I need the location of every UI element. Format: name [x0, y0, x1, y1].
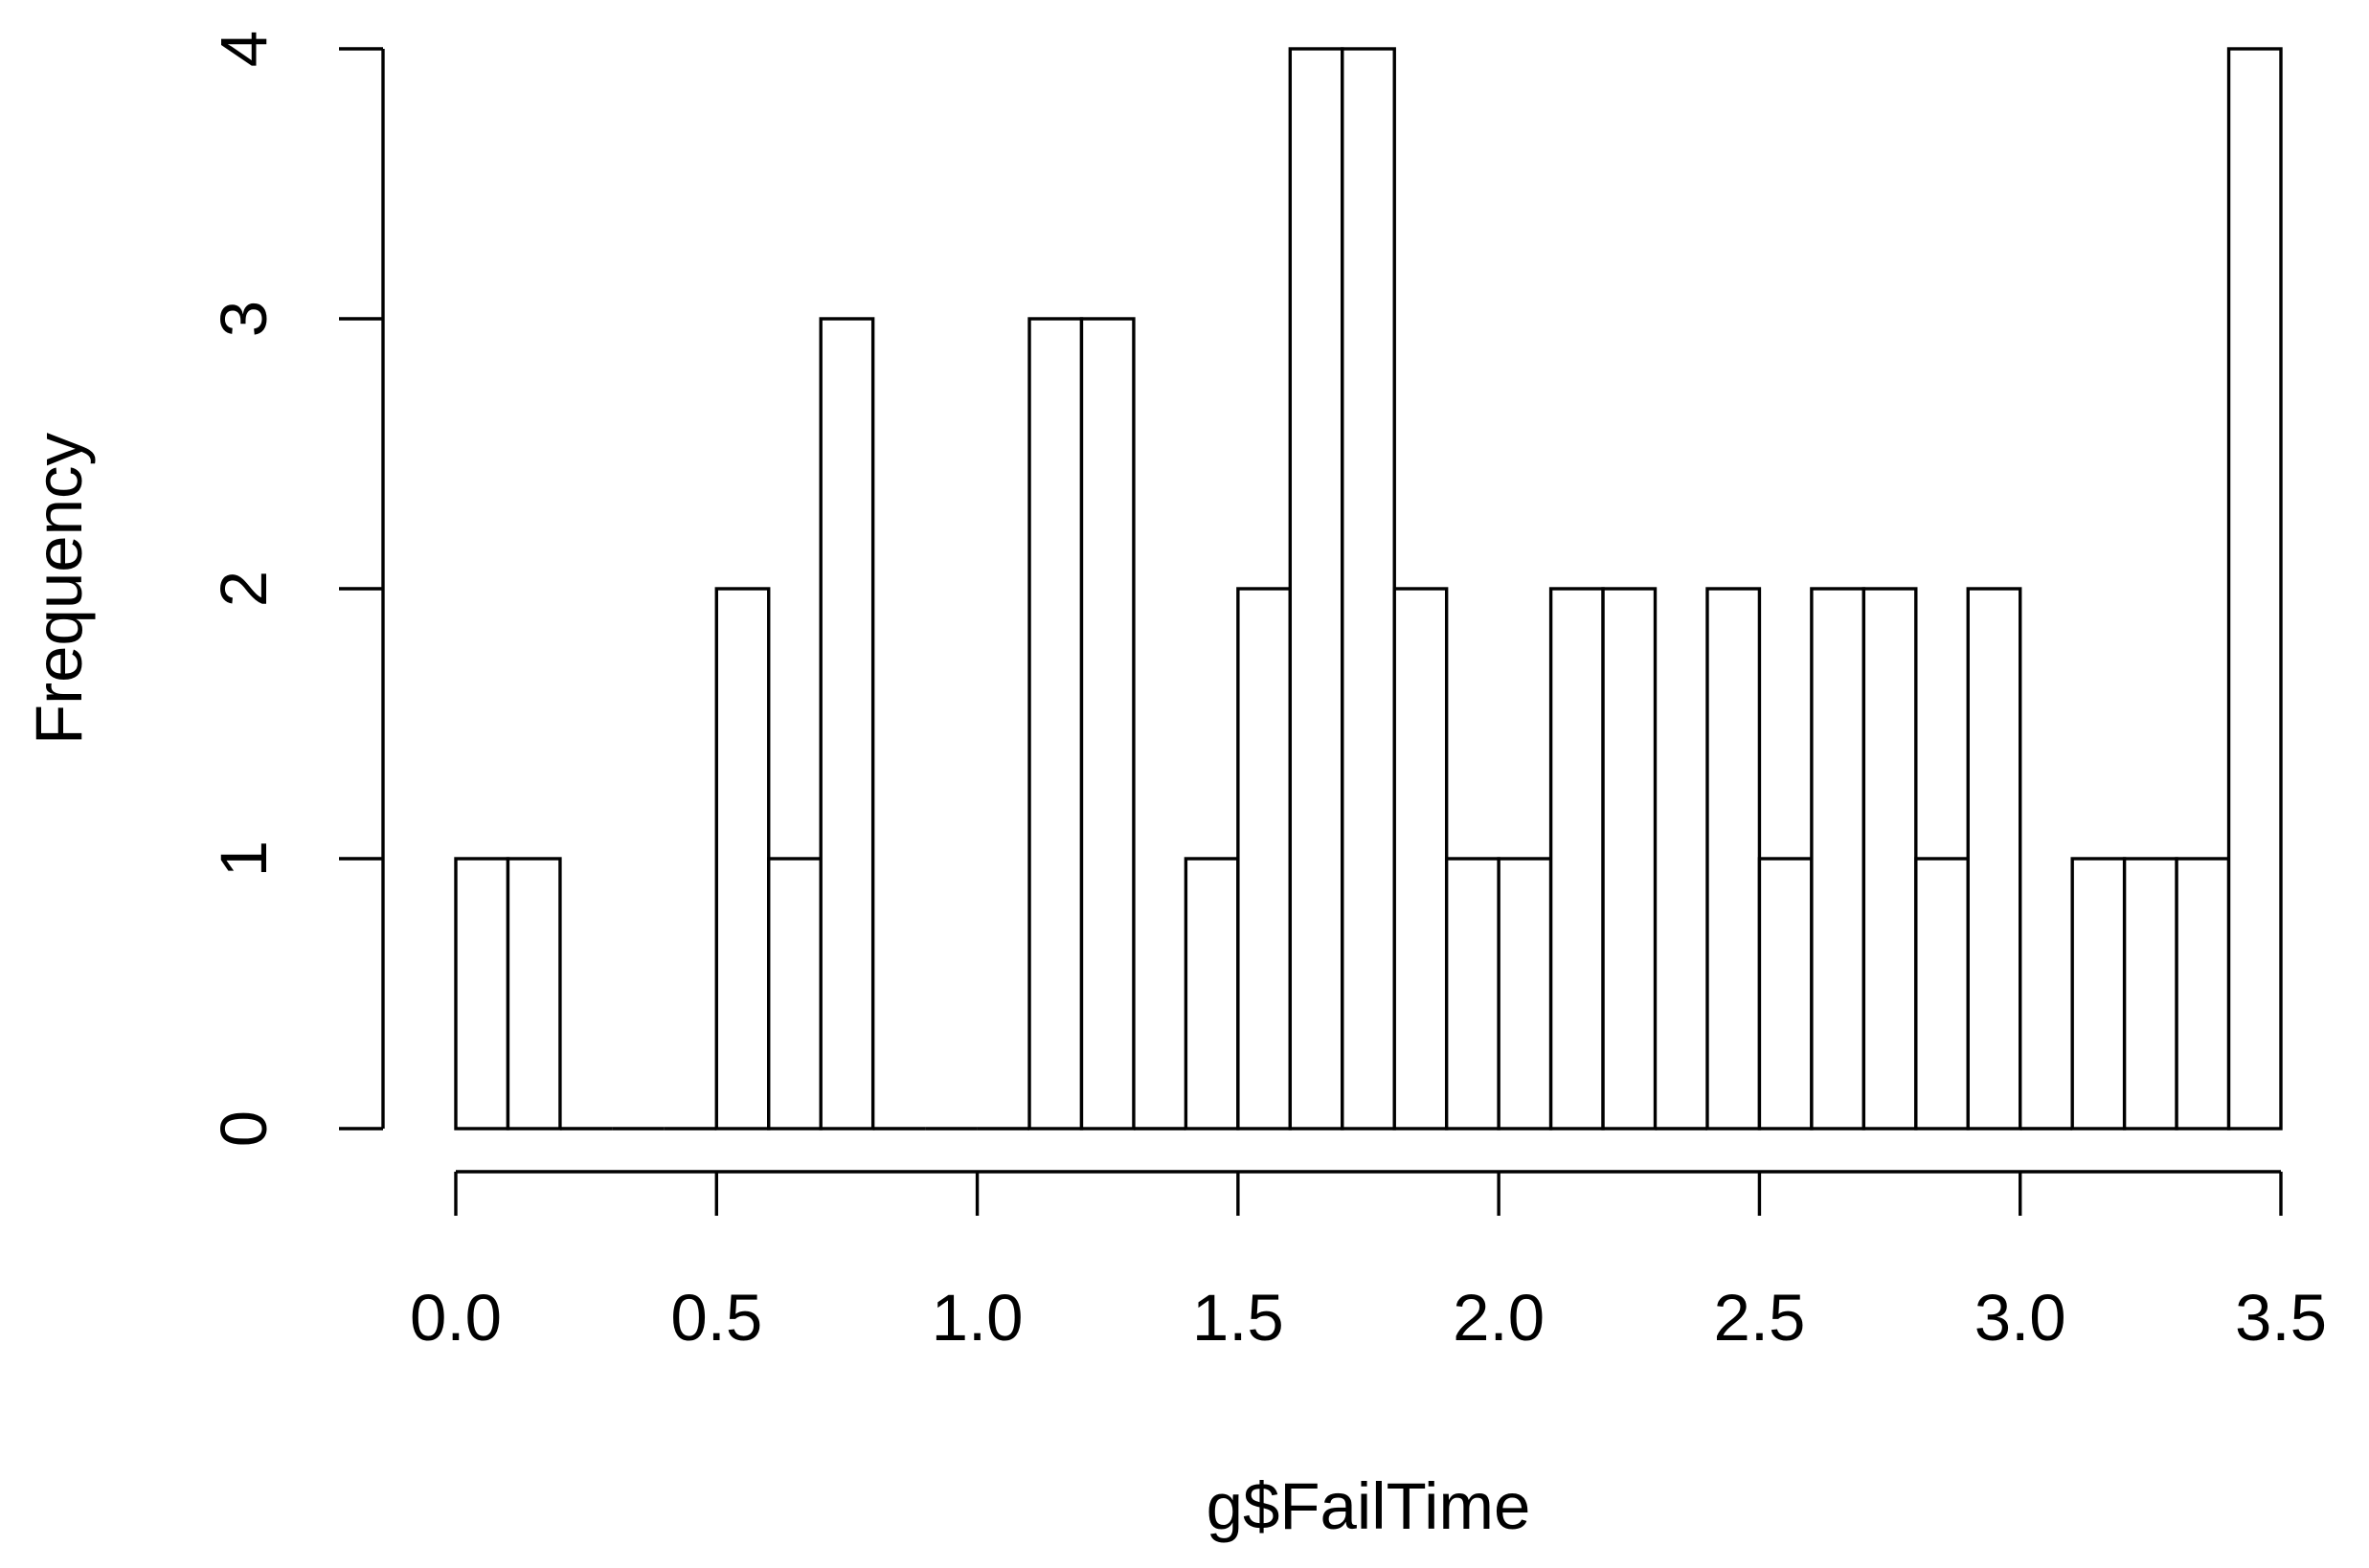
histogram-bar — [1810, 587, 1866, 1131]
histogram-bar — [454, 857, 510, 1131]
y-tick-label: 0 — [207, 1110, 281, 1147]
x-tick-label: 0.5 — [670, 1281, 762, 1355]
y-axis-ticks: 0 1 2 3 4 — [207, 31, 383, 1147]
histogram-bar — [1757, 857, 1814, 1131]
histogram-bar — [1079, 317, 1136, 1131]
y-tick-label: 2 — [207, 571, 281, 607]
y-axis-title: Frequency — [22, 433, 96, 745]
histogram-bar — [767, 857, 823, 1131]
histogram-bar — [1184, 857, 1240, 1131]
x-tick-label: 1.0 — [932, 1281, 1024, 1355]
histogram-bar — [714, 587, 771, 1131]
histogram-bar — [1861, 587, 1918, 1131]
histogram-bar — [1497, 857, 1553, 1131]
x-axis-ticks: 0.0 0.5 1.0 1.5 2.0 2.5 3.0 3.5 — [410, 1172, 2327, 1355]
histogram-bar — [1236, 587, 1293, 1131]
histogram-bar — [1288, 47, 1344, 1131]
y-tick-label: 4 — [207, 31, 281, 67]
x-tick-label: 3.0 — [1974, 1281, 2066, 1355]
histogram-bar — [506, 857, 562, 1131]
histogram-bar — [1914, 857, 1970, 1131]
x-tick-label: 3.5 — [2235, 1281, 2327, 1355]
histogram-bar — [2122, 857, 2178, 1131]
histogram-bar — [1705, 587, 1762, 1131]
histogram-bar — [819, 317, 875, 1131]
histogram-bar — [1392, 587, 1449, 1131]
y-tick-label: 1 — [207, 840, 281, 877]
histogram-bar — [1444, 857, 1500, 1131]
x-tick-label: 0.0 — [410, 1281, 502, 1355]
x-tick-label: 2.0 — [1453, 1281, 1545, 1355]
histogram-bar — [1601, 587, 1658, 1131]
histogram-bar — [1548, 587, 1605, 1131]
histogram-bar — [2226, 47, 2283, 1131]
x-axis-title: g$FailTime — [1207, 1469, 1531, 1543]
x-tick-label: 2.5 — [1713, 1281, 1805, 1355]
histogram-bar — [1027, 317, 1084, 1131]
x-tick-label: 1.5 — [1192, 1281, 1284, 1355]
histogram-bar — [1966, 587, 2022, 1131]
histogram-bar — [2175, 857, 2231, 1131]
histogram-bars — [454, 47, 2283, 1131]
histogram-bar — [2070, 857, 2127, 1131]
histogram-bar — [1341, 47, 1396, 1131]
y-tick-label: 3 — [207, 301, 281, 337]
